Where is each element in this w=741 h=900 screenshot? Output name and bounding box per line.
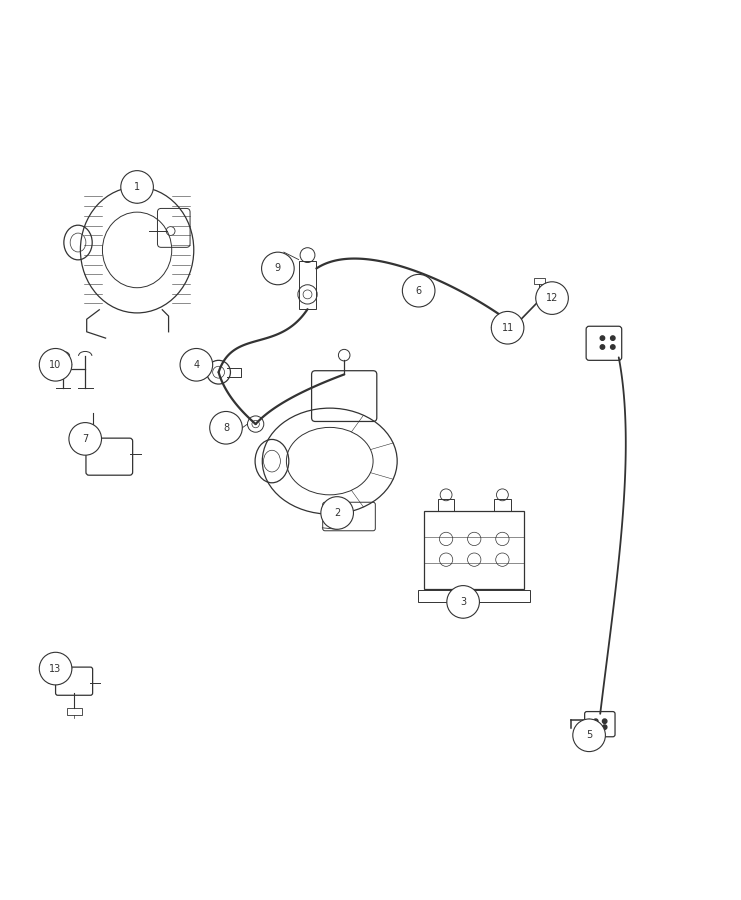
Bar [299, 261, 316, 310]
Circle shape [594, 719, 598, 724]
Text: 5: 5 [586, 730, 592, 741]
Text: 8: 8 [223, 423, 229, 433]
Bar [494, 500, 511, 511]
Circle shape [602, 724, 607, 729]
Bar [67, 708, 82, 716]
Circle shape [600, 345, 605, 349]
Circle shape [180, 348, 213, 381]
Circle shape [594, 724, 598, 729]
Circle shape [611, 336, 615, 340]
Circle shape [600, 336, 605, 340]
Text: 3: 3 [460, 597, 466, 607]
Circle shape [262, 252, 294, 284]
Circle shape [536, 282, 568, 314]
Circle shape [447, 586, 479, 618]
Circle shape [491, 311, 524, 344]
Text: 1: 1 [134, 182, 140, 192]
Bar [418, 590, 531, 602]
Text: 13: 13 [50, 663, 62, 673]
Circle shape [39, 652, 72, 685]
Text: 7: 7 [82, 434, 88, 444]
Circle shape [402, 274, 435, 307]
Bar [424, 511, 525, 589]
Text: 4: 4 [193, 360, 199, 370]
Text: 6: 6 [416, 285, 422, 296]
Circle shape [69, 423, 102, 455]
Circle shape [573, 719, 605, 752]
Circle shape [210, 411, 242, 444]
Circle shape [321, 497, 353, 529]
Circle shape [39, 348, 72, 381]
Circle shape [602, 719, 607, 724]
Text: 11: 11 [502, 323, 514, 333]
Text: 9: 9 [275, 264, 281, 274]
Text: 10: 10 [50, 360, 62, 370]
Bar [534, 278, 545, 284]
Text: 2: 2 [334, 508, 340, 518]
Circle shape [611, 345, 615, 349]
Text: 12: 12 [546, 293, 558, 303]
Bar [438, 500, 454, 511]
Circle shape [121, 171, 153, 203]
